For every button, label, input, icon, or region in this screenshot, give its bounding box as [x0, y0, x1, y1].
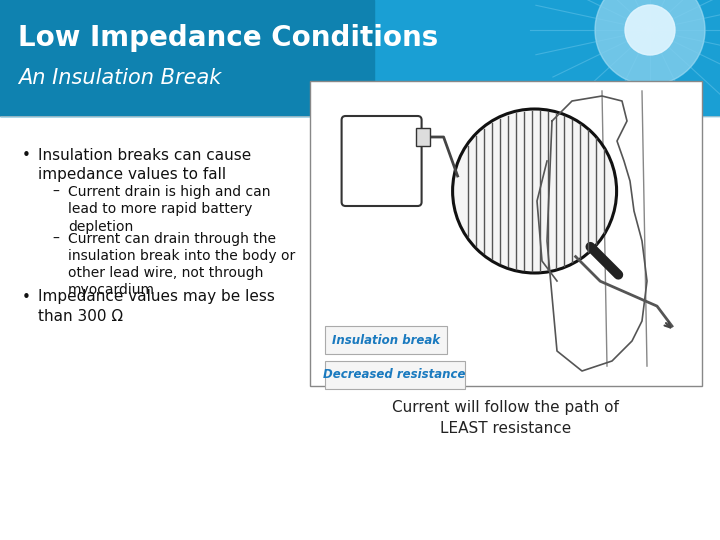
Text: Current can drain through the
insulation break into the body or
other lead wire,: Current can drain through the insulation…	[68, 232, 295, 298]
Text: Low Impedance Conditions: Low Impedance Conditions	[18, 24, 438, 52]
Circle shape	[595, 0, 705, 85]
Text: Impedance values may be less
than 300 Ω: Impedance values may be less than 300 Ω	[38, 289, 275, 323]
Bar	[325, 326, 446, 354]
Bar	[415, 128, 430, 146]
Text: Insulation breaks can cause
impedance values to fall: Insulation breaks can cause impedance va…	[38, 148, 251, 182]
Text: Insulation break: Insulation break	[331, 334, 440, 347]
FancyBboxPatch shape	[341, 116, 422, 206]
Bar	[310, 81, 702, 386]
Text: •: •	[22, 289, 31, 305]
Bar	[325, 361, 464, 389]
Text: Current drain is high and can
lead to more rapid battery
depletion: Current drain is high and can lead to mo…	[68, 185, 271, 234]
Circle shape	[625, 5, 675, 55]
Text: An Insulation Break: An Insulation Break	[18, 68, 221, 88]
Text: Current will follow the path of
LEAST resistance: Current will follow the path of LEAST re…	[392, 400, 619, 436]
Bar	[0, 0, 374, 116]
Text: –: –	[52, 232, 59, 246]
Bar	[0, 0, 720, 116]
Text: –: –	[52, 185, 59, 199]
Text: Decreased resistance: Decreased resistance	[323, 368, 466, 381]
Text: •: •	[22, 148, 31, 163]
Circle shape	[453, 109, 616, 273]
